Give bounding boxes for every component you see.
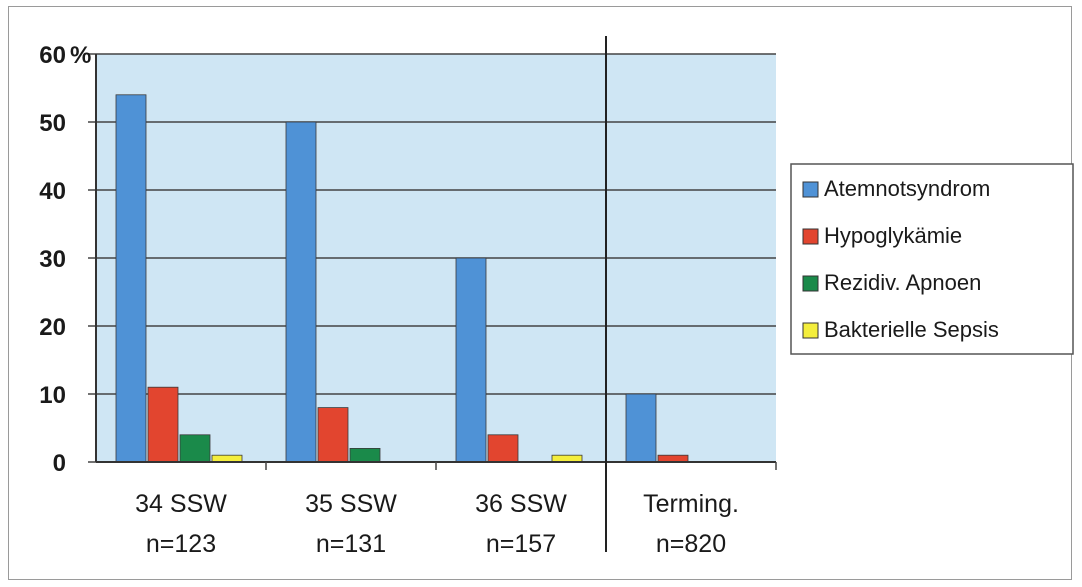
x-category-count: n=157 [486,530,556,558]
x-category-count: n=131 [316,530,386,558]
legend-swatch [802,275,819,292]
y-tick-label: 40 [39,178,66,205]
y-tick-label: 60 [39,42,66,69]
bar [179,434,211,463]
bar [115,94,147,463]
legend: Atemnotsyndrom Hypoglykämie Rezidiv. Apnoe… [790,163,1074,355]
legend-swatch [802,181,819,198]
bar [317,407,349,463]
x-category-count: n=820 [656,530,726,558]
x-category-label: 34 SSW [135,490,227,518]
legend-label: Bakterielle Sepsis [824,317,999,342]
x-category-count: n=123 [146,530,216,558]
legend-label: Rezidiv. Apnoen [824,270,981,295]
bar [455,257,487,463]
bar [211,454,243,463]
gridlines [88,53,776,463]
bar [625,393,657,463]
y-tick-label: 20 [39,314,66,341]
legend-box [790,163,1074,355]
y-tick-labels: 0 10 20 30 40 50 60% [39,42,91,477]
legend-label: Hypoglykämie [824,223,962,248]
y-tick-label: 0 [53,450,66,477]
x-category-label: Terming. [643,490,739,518]
bar [551,454,583,463]
legend-swatch [802,228,819,245]
axes [95,36,777,552]
y-tick-label: 30 [39,246,66,273]
bars [115,94,689,463]
legend-label: Atemnotsyndrom [824,176,990,201]
bar [285,121,317,463]
y-unit-label: % [70,42,91,69]
bar [487,434,519,463]
x-category-label: 35 SSW [305,490,397,518]
legend-swatch [802,322,819,339]
bar [349,447,381,463]
y-tick-label: 10 [39,382,66,409]
bar [657,454,689,463]
y-tick-label: 50 [39,110,66,137]
bar [147,386,179,463]
x-category-labels: 34 SSW n=123 35 SSW n=131 36 SSW n=157 Terming… [135,490,739,558]
x-category-label: 36 SSW [475,490,567,518]
